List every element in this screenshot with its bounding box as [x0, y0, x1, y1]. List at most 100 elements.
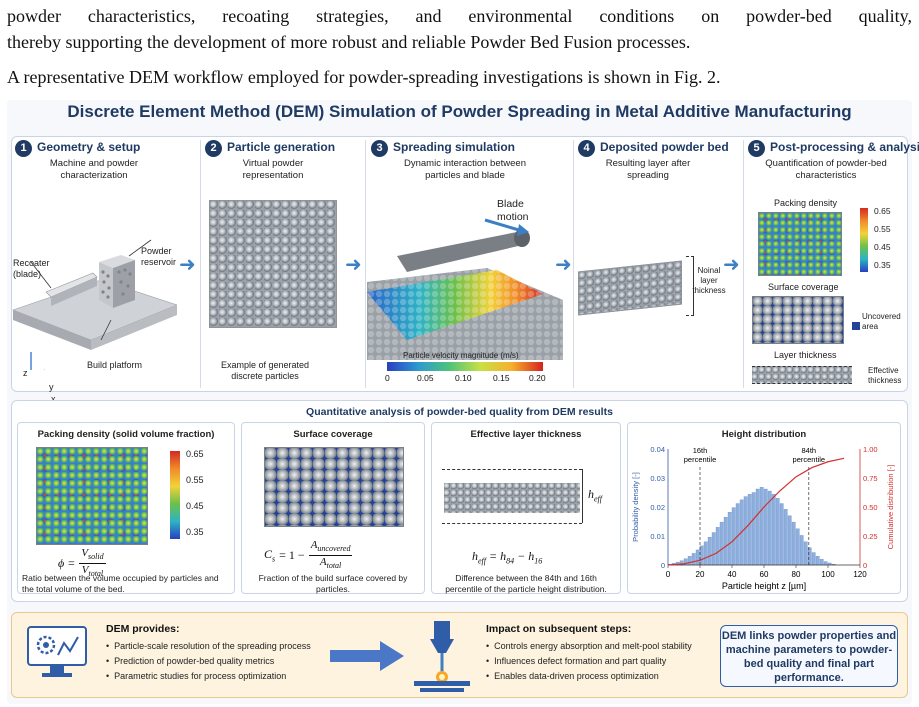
step-deposited-powder-bed: 4 Deposited powder bed Resulting layer a…	[574, 138, 729, 388]
x-tick-label: 40	[728, 570, 737, 579]
histogram-bar	[755, 488, 760, 566]
histogram-bar	[763, 488, 768, 566]
percentile-label: 84th	[801, 446, 816, 455]
y-tick-label: 0	[661, 561, 665, 570]
histogram-bar	[731, 507, 736, 566]
packing-formula: ϕ = Vsolid Vtotal	[58, 547, 106, 580]
dem-callout: DEM links powder properties and machine …	[720, 625, 898, 687]
thickness-bracket	[686, 256, 694, 316]
paragraph-1: powder characteristics, recoating strate…	[7, 3, 912, 55]
surface-coverage-image	[752, 296, 844, 344]
formula-sub: eff	[594, 494, 602, 504]
machine-illustration	[12, 239, 177, 370]
formula-symbol: A	[319, 556, 327, 569]
powder-bed-image	[578, 260, 682, 316]
upper-dashed-line	[442, 469, 582, 470]
histogram-bar	[775, 498, 780, 566]
y2-tick-label: 0.50	[863, 503, 878, 512]
panel-heading: Surface coverage	[293, 429, 373, 440]
coverage-image	[264, 447, 404, 527]
spreading-simulation-image	[367, 218, 563, 360]
cdf-line	[667, 457, 845, 566]
panel-heading: Effective layer thickness	[470, 429, 582, 440]
figure-title: Discrete Element Method (DEM) Simulation…	[67, 102, 852, 121]
formula-sub: 84	[506, 556, 515, 566]
x-tick-label: 80	[792, 570, 801, 579]
computer-gear-icon	[27, 626, 87, 677]
histogram-bar	[799, 535, 804, 566]
axis-y-label: y	[49, 382, 54, 392]
colorbar-tick: 0.65	[186, 449, 204, 459]
histogram-bar	[791, 521, 796, 566]
step-number: 1	[15, 140, 32, 157]
histogram-bar	[687, 556, 692, 566]
density-tick: 0.45	[874, 242, 891, 252]
summary-bar: DEM provides: Particle-scale resolution …	[11, 612, 908, 698]
lower-dashed-line	[442, 523, 582, 524]
arrow-right-icon: ➜	[179, 252, 196, 276]
step-number: 4	[578, 140, 595, 157]
impact-list: Controls energy absorption and melt-pool…	[486, 639, 692, 684]
histogram-bar	[719, 521, 724, 566]
layer-thickness-image	[752, 366, 852, 384]
histogram-bar	[743, 496, 748, 566]
step-particle-generation: 2 Particle generation Virtual powder rep…	[201, 138, 345, 388]
histogram-bar	[779, 503, 784, 566]
x-tick-label: 100	[821, 570, 835, 579]
label-example-particles: Example of generated discrete particles	[220, 360, 310, 381]
tick: 0	[385, 373, 390, 383]
panel-caption: Fraction of the build surface covered by…	[258, 573, 408, 594]
y2-axis-label: Cumulative distribution [-]	[886, 465, 895, 550]
divider	[743, 140, 744, 388]
x-axis-label: Particle height z [µm]	[722, 581, 806, 591]
label-packing-density: Packing density	[774, 198, 838, 208]
packing-density-cube	[758, 212, 842, 276]
histogram-bar	[727, 512, 732, 566]
y-tick-label: 0.04	[650, 445, 665, 454]
tick: 0.15	[493, 373, 510, 383]
packing-colorbar	[170, 451, 180, 539]
formula-denominator: Atotal	[320, 556, 341, 572]
histogram-bar	[747, 494, 752, 566]
density-tick: 0.35	[874, 260, 891, 270]
y2-tick-label: 0.25	[863, 532, 878, 541]
arrow-right-icon: ➜	[345, 252, 362, 276]
tick: 0.20	[529, 373, 546, 383]
y2-tick-label: 0	[863, 561, 867, 570]
step-number: 3	[371, 140, 388, 157]
coverage-formula: Cs = 1 − Auncovered Atotal	[264, 539, 353, 572]
density-tick: 0.55	[874, 224, 891, 234]
figure-2: Discrete Element Method (DEM) Simulation…	[7, 100, 919, 704]
chart-title: Height distribution	[721, 429, 807, 440]
label-blade-motion: Blade motion	[497, 198, 529, 223]
histogram-bar	[707, 537, 712, 566]
step-subtitle: Machine and powder characterization	[49, 158, 139, 181]
formula-sub: uncovered	[317, 544, 351, 554]
velocity-ticks: 0 0.05 0.10 0.15 0.20	[385, 373, 546, 385]
formula-symbol: h	[472, 549, 478, 563]
list-item: Controls energy absorption and melt-pool…	[486, 639, 692, 654]
formula-sub: 16	[534, 556, 543, 566]
formula-sub: eff	[478, 556, 486, 566]
label-recoater: Recoater (blade)	[13, 258, 50, 279]
height-distribution-chart: 0 20 40 60 80 100 12000.010.020.030.0400.250.5…	[631, 445, 895, 591]
y-tick-label: 0.01	[650, 532, 665, 541]
percentile-label: 16th	[693, 446, 708, 455]
step-number: 2	[205, 140, 222, 157]
dem-provides-title: DEM provides:	[106, 623, 180, 635]
list-item: Influences defect formation and part qua…	[486, 654, 692, 669]
label-nominal-layer: Noinal layer thickness	[692, 266, 726, 295]
h-eff-label: heff	[588, 487, 602, 503]
formula-sub: solid	[88, 552, 104, 562]
divider	[200, 140, 201, 388]
formula-mid: = h	[486, 549, 507, 563]
panel-caption: Ratio between the volume occupied by par…	[22, 573, 219, 594]
x-tick-label: 60	[760, 570, 769, 579]
uncovered-swatch	[852, 322, 860, 330]
formula-sub: total	[326, 561, 342, 571]
dem-provides-list: Particle-scale resolution of the spreadi…	[106, 639, 311, 684]
y-axis-label: Probability density [-]	[631, 472, 640, 542]
step-geometry-setup: 1 Geometry & setup Machine and powder ch…	[11, 138, 177, 404]
formula-numerator: Vsolid	[79, 547, 106, 565]
formula-lhs: ϕ =	[58, 556, 76, 571]
